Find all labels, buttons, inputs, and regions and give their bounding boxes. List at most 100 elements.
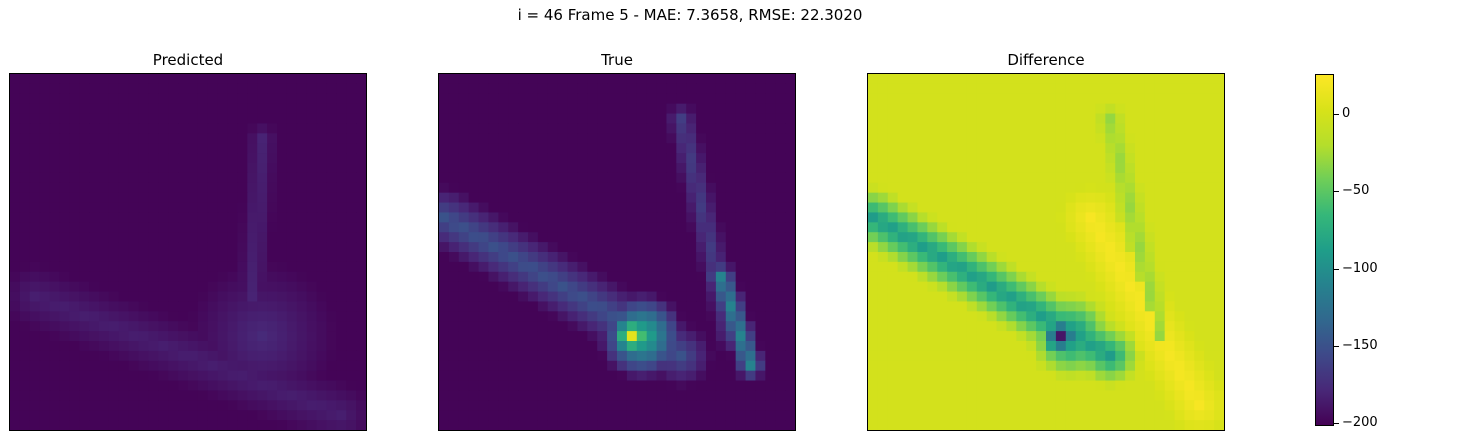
heatmap-cell (686, 291, 697, 303)
heatmap-cell (557, 143, 569, 154)
heatmap-cell (59, 261, 70, 273)
heatmap-cell (227, 133, 239, 144)
heatmap-cell (666, 172, 677, 184)
heatmap-cell (537, 242, 549, 253)
heatmap-cell (686, 252, 697, 263)
heatmap-cell (1174, 153, 1186, 164)
heatmap-cell (947, 143, 958, 154)
heatmap-cell (1125, 400, 1136, 411)
heatmap-cell (676, 192, 687, 204)
heatmap-cell (148, 252, 159, 263)
heatmap-cell (1095, 143, 1106, 154)
heatmap-cell (1036, 212, 1047, 223)
heatmap-cell (99, 370, 110, 382)
heatmap-cell (537, 311, 549, 322)
heatmap-cell (49, 222, 61, 233)
heatmap-cell (69, 380, 80, 392)
heatmap-cell (907, 291, 919, 303)
heatmap-cell (488, 410, 499, 421)
heatmap-cell (1174, 311, 1186, 322)
heatmap-cell (1184, 341, 1195, 352)
heatmap-cell (188, 212, 199, 223)
heatmap-cell (296, 350, 308, 362)
heatmap-cell (666, 163, 677, 174)
colorbar-tick (1334, 345, 1339, 347)
heatmap-cell (39, 261, 51, 273)
heatmap-cell (976, 291, 988, 303)
heatmap-cell (666, 281, 677, 293)
heatmap-cell (1115, 271, 1126, 283)
heatmap-cell (118, 83, 130, 95)
heatmap-cell (1144, 232, 1156, 243)
heatmap-cell (69, 123, 80, 134)
heatmap-cell (1006, 133, 1017, 144)
heatmap-cell (917, 113, 928, 125)
heatmap-cell (755, 301, 766, 312)
heatmap-cell (247, 93, 258, 105)
heatmap-cell (537, 380, 549, 392)
heatmap-cell (306, 370, 318, 382)
heatmap-cell (478, 420, 490, 430)
heatmap-cell (1085, 400, 1097, 411)
heatmap-cell (715, 252, 727, 263)
heatmap-cell (537, 291, 549, 303)
heatmap-cell (478, 281, 490, 293)
heatmap-cell (577, 271, 588, 283)
heatmap-cell (706, 360, 717, 372)
heatmap-cell (257, 83, 268, 95)
heatmap-cell (207, 341, 219, 352)
heatmap-cell (1204, 400, 1215, 411)
heatmap-cell (676, 301, 687, 312)
heatmap-cell (1026, 271, 1037, 283)
heatmap-cell (947, 252, 958, 263)
heatmap-cell (237, 202, 248, 214)
heatmap-cell (59, 271, 70, 283)
heatmap-cell (706, 420, 717, 430)
heatmap-cell (696, 311, 707, 322)
heatmap-cell (567, 400, 579, 411)
heatmap-cell (907, 380, 919, 392)
heatmap-cell (897, 291, 909, 303)
heatmap-cell (1055, 113, 1067, 125)
heatmap-cell (617, 350, 628, 362)
heatmap-cell (296, 113, 308, 125)
heatmap-cell (286, 341, 298, 352)
heatmap-cell (197, 261, 209, 273)
heatmap-cell (237, 212, 248, 223)
heatmap-cell (1214, 222, 1224, 233)
heatmap-cell (715, 153, 727, 164)
heatmap-cell (69, 261, 80, 273)
heatmap-cell (178, 113, 189, 125)
heatmap-cell (976, 271, 988, 283)
heatmap-cell (488, 113, 499, 125)
heatmap-cell (567, 341, 579, 352)
heatmap-cell (1105, 350, 1116, 362)
heatmap-cell (1214, 341, 1224, 352)
heatmap-cell (158, 212, 169, 223)
heatmap-cell (1135, 370, 1146, 382)
heatmap-cell (1184, 281, 1195, 293)
heatmap-cell (937, 143, 948, 154)
heatmap-cell (1046, 281, 1057, 293)
heatmap-cell (686, 123, 697, 134)
heatmap-cell (996, 331, 1008, 342)
heatmap-cell (626, 172, 638, 184)
heatmap-cell (257, 360, 268, 372)
heatmap-cell (1174, 301, 1186, 312)
heatmap-cell (966, 182, 978, 194)
heatmap-cell (69, 252, 80, 263)
heatmap-cell (785, 350, 795, 362)
heatmap-cell (306, 410, 318, 421)
heatmap-cell (178, 380, 189, 392)
heatmap-cell (29, 103, 41, 115)
heatmap-cell (996, 360, 1008, 372)
heatmap-cell (197, 172, 209, 184)
heatmap-cell (518, 350, 529, 362)
heatmap-cell (336, 252, 347, 263)
heatmap-cell (237, 410, 248, 421)
heatmap-cell (1036, 420, 1047, 430)
heatmap-cell (1036, 143, 1047, 154)
heatmap-cell (877, 400, 889, 411)
heatmap-cell (257, 93, 268, 105)
heatmap-cell (745, 212, 757, 223)
